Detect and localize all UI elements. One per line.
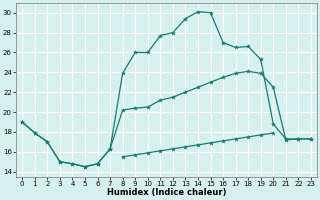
X-axis label: Humidex (Indice chaleur): Humidex (Indice chaleur) <box>107 188 226 197</box>
